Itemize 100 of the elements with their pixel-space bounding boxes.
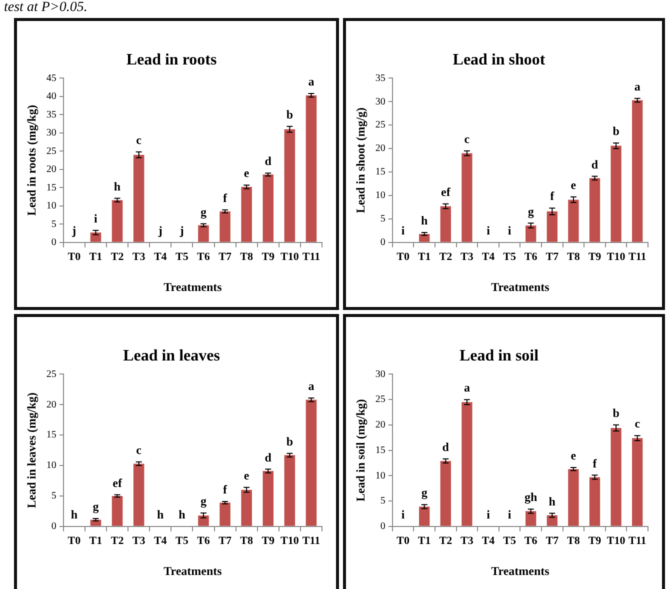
- bar: [632, 438, 643, 526]
- x-tick-label: T11: [302, 250, 320, 263]
- x-tick-label: T1: [89, 250, 102, 263]
- chart-title: Lead in leaves: [123, 348, 220, 365]
- x-tick-label: T2: [110, 250, 124, 263]
- x-axis-title: Treatments: [491, 564, 550, 578]
- data-label: j: [71, 223, 76, 238]
- data-label: d: [591, 157, 598, 172]
- data-label: f: [223, 482, 228, 497]
- x-tick-label: T11: [628, 250, 646, 263]
- data-label: g: [421, 486, 428, 500]
- y-tick-label: 5: [380, 214, 386, 225]
- data-label: i: [486, 223, 491, 238]
- y-tick-label: 20: [46, 164, 56, 176]
- text: test at P>0.05.: [4, 0, 88, 16]
- x-tick-label: T4: [154, 250, 168, 263]
- x-tick-label: T10: [606, 250, 626, 263]
- data-label: d: [264, 154, 272, 168]
- data-label: h: [157, 507, 164, 522]
- y-axis-title: Lead in roots (mg/kg): [24, 104, 38, 216]
- bar: [112, 496, 123, 526]
- data-label: h: [421, 214, 428, 228]
- x-tick-label: T4: [482, 250, 496, 263]
- data-label: gh: [524, 490, 538, 504]
- data-label: j: [178, 223, 184, 238]
- y-tick-label: 5: [51, 218, 56, 230]
- y-tick-label: 35: [375, 72, 386, 84]
- bar: [306, 95, 317, 242]
- data-label: i: [401, 223, 406, 238]
- data-label: f: [223, 191, 228, 206]
- data-label: e: [244, 166, 250, 180]
- bar: [90, 232, 102, 242]
- x-tick-label: T1: [418, 534, 431, 547]
- data-label: a: [464, 380, 470, 395]
- x-tick-label: T8: [240, 250, 254, 263]
- y-tick-label: 0: [380, 237, 386, 248]
- y-tick-label: 10: [375, 190, 386, 202]
- x-tick-label: T2: [439, 534, 453, 547]
- bar: [526, 511, 536, 526]
- data-label: a: [634, 79, 640, 94]
- bar: [546, 211, 558, 242]
- y-tick-label: 10: [46, 200, 56, 212]
- bar: [419, 506, 430, 526]
- bar: [526, 226, 536, 242]
- data-label: e: [244, 468, 250, 483]
- data-label: c: [634, 416, 641, 431]
- chart-title: Lead in soil: [459, 348, 540, 365]
- x-tick-label: T11: [628, 534, 646, 547]
- bar: [568, 200, 579, 242]
- x-tick-label: T1: [89, 534, 102, 547]
- bar: [632, 100, 643, 242]
- x-tick-label: T10: [606, 534, 626, 547]
- bar: [198, 225, 209, 242]
- x-tick-label: T9: [588, 534, 602, 547]
- x-tick-label: T8: [567, 250, 580, 263]
- y-tick-label: 40: [46, 91, 56, 102]
- x-tick-label: T4: [154, 534, 168, 547]
- data-label: ef: [440, 185, 452, 200]
- bar: [568, 469, 579, 526]
- bar: [241, 186, 252, 242]
- data-label: g: [92, 500, 99, 514]
- x-tick-label: T9: [588, 250, 602, 263]
- bar: [589, 178, 600, 242]
- data-label: g: [200, 494, 206, 508]
- data-label: h: [548, 494, 556, 508]
- data-label: i: [486, 507, 491, 522]
- data-label: i: [508, 223, 512, 238]
- data-label: h: [114, 179, 121, 194]
- y-tick-label: 5: [380, 496, 386, 507]
- x-axis-title: Treatments: [164, 280, 222, 294]
- data-label: f: [550, 189, 556, 204]
- x-tick-label: T8: [567, 534, 580, 547]
- x-tick-label: T4: [482, 534, 496, 547]
- x-tick-label: T6: [197, 534, 210, 547]
- y-tick-label: 30: [375, 368, 386, 380]
- bar: [462, 153, 472, 242]
- data-label: e: [570, 448, 577, 463]
- bar: [220, 211, 230, 242]
- y-tick-label: 0: [380, 521, 386, 532]
- bar: [241, 490, 252, 526]
- bar: [610, 428, 622, 526]
- y-tick-label: 30: [46, 128, 56, 139]
- data-label: b: [286, 107, 294, 122]
- x-tick-label: T0: [68, 250, 82, 263]
- y-tick-label: 35: [46, 109, 56, 120]
- y-tick-label: 5: [51, 490, 56, 502]
- y-tick-label: 20: [46, 399, 56, 410]
- y-tick-label: 25: [46, 368, 56, 380]
- data-label: ef: [112, 476, 123, 490]
- data-label: c: [464, 132, 470, 146]
- x-tick-label: T2: [439, 250, 453, 263]
- bar: [306, 400, 317, 526]
- x-tick-label: T5: [503, 534, 516, 547]
- y-tick-label: 30: [375, 96, 386, 108]
- x-tick-label: T10: [280, 250, 300, 263]
- x-tick-label: T5: [176, 534, 189, 547]
- x-tick-label: T7: [546, 534, 560, 547]
- y-tick-label: 15: [375, 166, 386, 178]
- x-tick-label: T5: [176, 250, 189, 263]
- bar: [198, 515, 209, 526]
